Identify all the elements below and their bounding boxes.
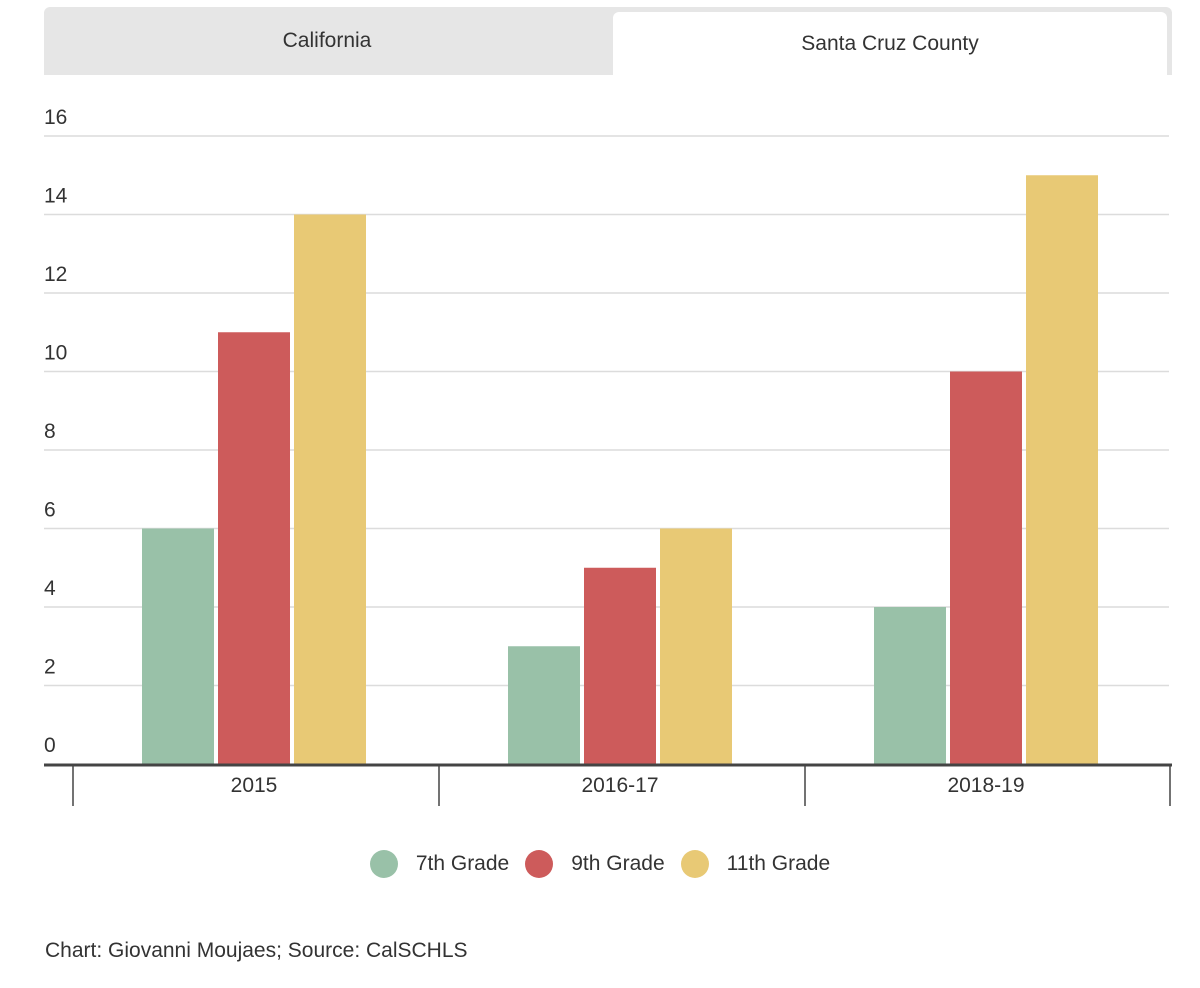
y-tick-label-14: 14 (44, 185, 68, 208)
y-tick-label-4: 4 (44, 577, 56, 600)
legend-swatch-11th-grade (680, 850, 709, 878)
bar-7th-grade-2018-19 (874, 607, 946, 764)
legend-item-11th-grade: 11th Grade (680, 850, 831, 878)
legend-label-11th-grade: 11th Grade (726, 852, 831, 875)
x-tick-label-2018-19: 2018-19 (947, 774, 1024, 797)
y-tick-label-16: 16 (44, 106, 67, 129)
bar-9th-grade-2018-19 (950, 371, 1022, 764)
y-tick-label-10: 10 (44, 342, 67, 365)
legend-item-9th-grade: 9th Grade (525, 850, 665, 878)
bar-7th-grade-2015 (142, 528, 214, 764)
y-tick-label-6: 6 (44, 499, 56, 522)
bar-11th-grade-2015 (294, 214, 366, 764)
y-tick-label-12: 12 (44, 263, 67, 286)
bar-7th-grade-2016-17 (508, 646, 580, 764)
tab-california[interactable]: California (282, 29, 372, 52)
legend-item-7th-grade: 7th Grade (369, 850, 510, 878)
chart-credit: Chart: Giovanni Moujaes; Source: CalSCHL… (45, 939, 468, 962)
bar-chart: 0 2 4 6 8 10 12 14 16 2015 2016-17 2018-19 (44, 106, 1172, 806)
legend-swatch-7th-grade (369, 850, 398, 878)
legend-swatch-9th-grade (525, 850, 554, 878)
tab-santa-cruz-county[interactable]: Santa Cruz County (613, 12, 1167, 75)
legend-label-7th-grade: 7th Grade (415, 852, 510, 875)
tab-bar: California Santa Cruz County (44, 7, 1172, 75)
y-tick-label-2: 2 (44, 656, 56, 679)
legend-label-9th-grade: 9th Grade (571, 852, 665, 875)
bar-9th-grade-2016-17 (584, 567, 656, 764)
chart-legend: 7th Grade 9th Grade 11th Grade (0, 846, 1200, 882)
y-tick-label-0: 0 (44, 734, 56, 757)
y-tick-label-8: 8 (44, 420, 56, 443)
bar-11th-grade-2018-19 (1026, 175, 1098, 764)
x-tick-label-2016-17: 2016-17 (581, 774, 658, 797)
x-tick-label-2015: 2015 (231, 774, 278, 797)
bar-11th-grade-2016-17 (660, 528, 732, 764)
bar-9th-grade-2015 (218, 332, 290, 764)
